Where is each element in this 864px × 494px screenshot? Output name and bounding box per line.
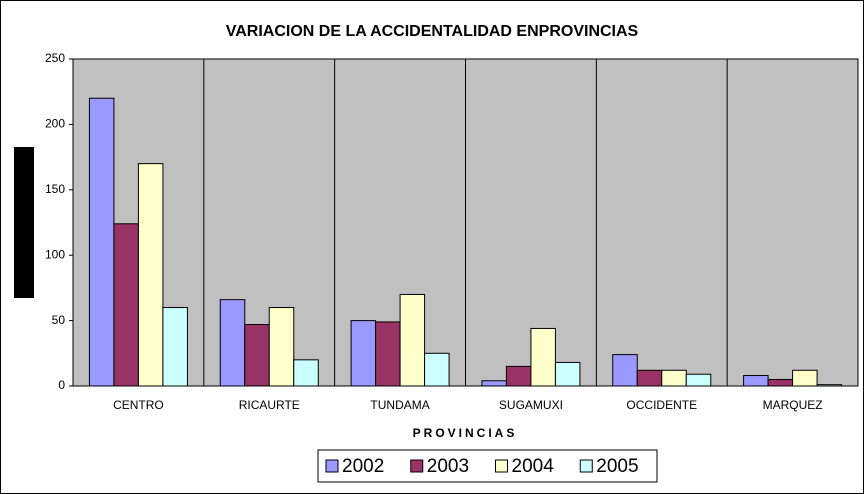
legend-label: 2003 (427, 456, 469, 477)
legend-label: 2004 (512, 456, 555, 477)
y-tick-label: 50 (52, 313, 66, 327)
bar (636, 369, 663, 387)
bar (350, 320, 377, 387)
bar (113, 223, 139, 387)
bar (816, 384, 843, 387)
bar (293, 359, 319, 387)
legend-swatch (495, 459, 508, 473)
y-tick-label: 0 (58, 378, 65, 392)
bar (424, 352, 450, 387)
chart-title: VARIACION DE LA ACCIDENTALIDAD ENPROVINC… (226, 23, 639, 40)
x-tick-label: TUNDAMA (370, 398, 429, 412)
bar (244, 324, 270, 387)
bar (554, 361, 581, 387)
x-tick-label: SUGAMUXI (499, 398, 563, 412)
legend-box (317, 449, 658, 483)
bar (743, 375, 769, 387)
x-tick-label: OCCIDENTE (626, 398, 697, 412)
bar (530, 327, 556, 387)
y-tick-label: 250 (45, 51, 65, 65)
redacted-axis-label (14, 147, 34, 298)
x-tick-label: MARQUEZ (763, 398, 823, 412)
legend-swatch (325, 459, 339, 473)
x-tick-label: RICAURTE (239, 398, 300, 412)
y-tick-label: 150 (45, 182, 65, 196)
legend-swatch (579, 459, 593, 473)
bar (399, 293, 426, 387)
bar (767, 378, 794, 387)
bar (375, 321, 401, 387)
bar (137, 163, 164, 387)
bar (792, 369, 818, 387)
legend-label: 2002 (342, 456, 384, 477)
legend-swatch (410, 459, 424, 473)
y-tick-label: 100 (45, 247, 65, 261)
bar (685, 373, 712, 387)
bar (268, 307, 295, 387)
bar (612, 354, 638, 387)
bar (481, 380, 507, 387)
bar (88, 97, 115, 387)
x-tick-label: CENTRO (113, 398, 164, 412)
bar (219, 299, 246, 387)
bar (162, 307, 188, 387)
legend-label: 2005 (596, 456, 638, 477)
y-tick-label: 200 (45, 117, 65, 131)
x-axis-label: PROVINCIAS (413, 426, 518, 440)
bar (505, 365, 532, 387)
bar (661, 369, 687, 387)
